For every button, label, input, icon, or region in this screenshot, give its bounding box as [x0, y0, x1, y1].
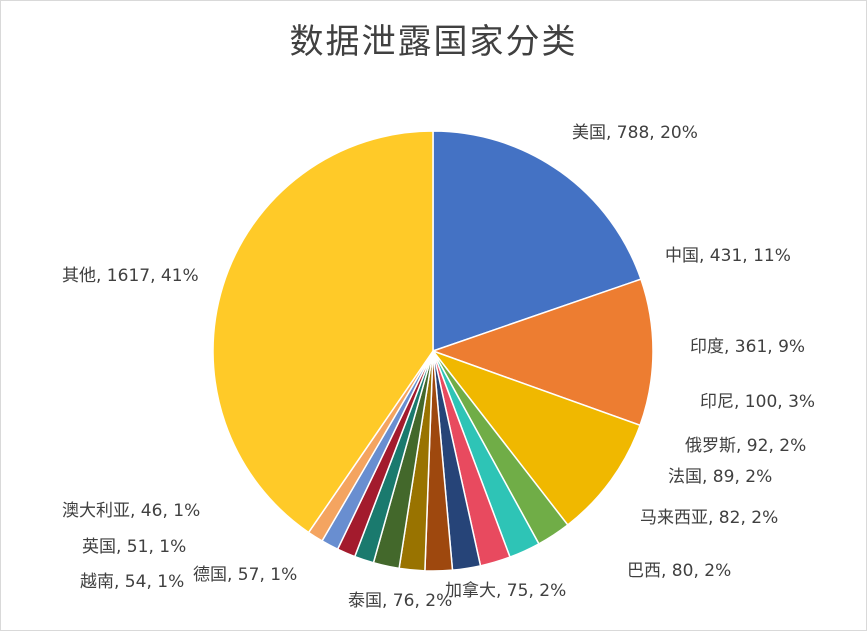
data-label-印尼: 印尼, 100, 3% [700, 392, 815, 412]
pie-slices [212, 130, 654, 572]
pie-slice-美国 [432, 130, 642, 353]
data-label-印度: 印度, 361, 9% [690, 337, 805, 357]
pie-slice-印度 [430, 349, 642, 526]
data-label-泰国: 泰国, 76, 2% [348, 591, 452, 611]
data-label-俄罗斯: 俄罗斯, 92, 2% [685, 436, 806, 456]
data-label-其他: 其他, 1617, 41% [62, 266, 199, 286]
data-labels: 美国, 788, 20% 中国, 431, 11% 印度, 361, 9% 印尼, 1… [62, 123, 815, 611]
pie-slice-其他 [212, 130, 434, 534]
data-label-马来西亚: 马来西亚, 82, 2% [640, 508, 778, 528]
data-label-英国: 英国, 51, 1% [82, 537, 186, 557]
data-label-越南: 越南, 54, 1% [80, 572, 184, 592]
data-label-澳大利亚: 澳大利亚, 46, 1% [62, 501, 200, 521]
data-label-加拿大: 加拿大, 75, 2% [445, 580, 566, 601]
data-label-法国: 法国, 89, 2% [668, 467, 772, 487]
data-label-德国: 德国, 57, 1% [193, 565, 297, 585]
pie-slice-中国 [430, 278, 654, 427]
data-label-中国: 中国, 431, 11% [665, 246, 791, 266]
data-label-美国: 美国, 788, 20% [572, 123, 698, 143]
data-label-巴西: 巴西, 80, 2% [627, 561, 731, 581]
chart-title: 数据泄露国家分类 [289, 22, 578, 62]
